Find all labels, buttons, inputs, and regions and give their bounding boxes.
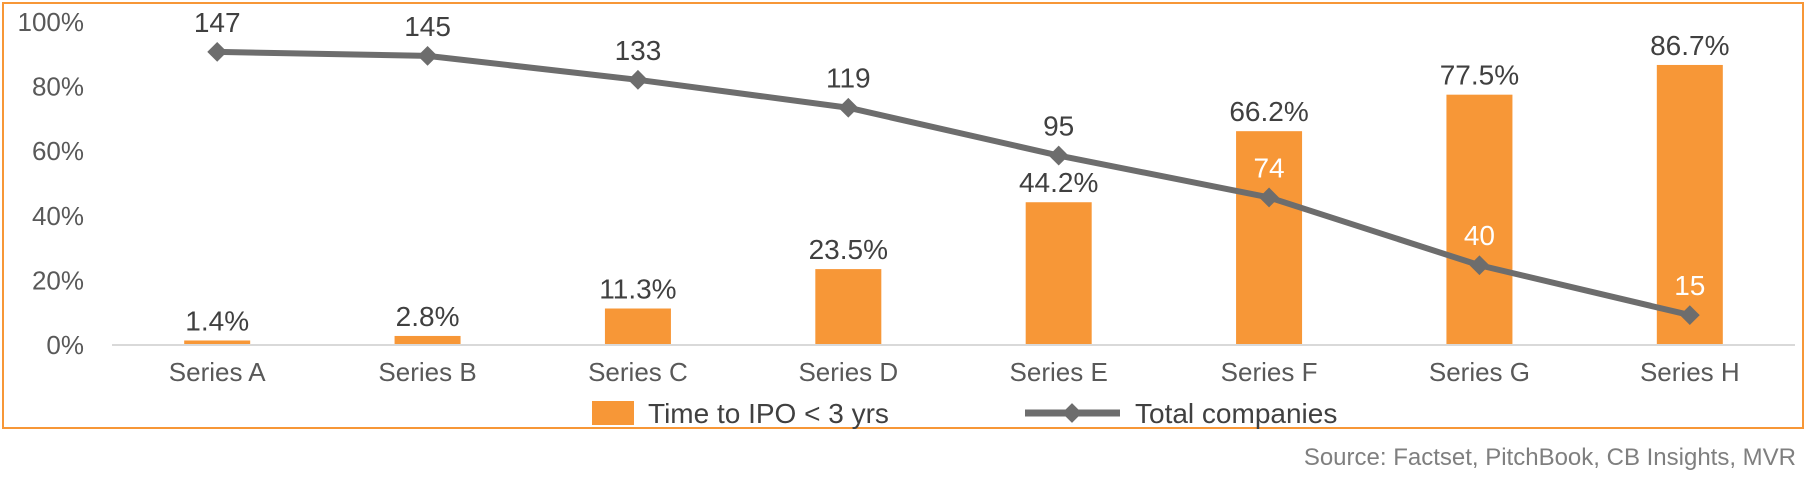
bar-data-label: 77.5% [1440, 60, 1519, 91]
bar [1236, 131, 1303, 345]
source-note: Source: Factset, PitchBook, CB Insights,… [1304, 444, 1796, 471]
bar-data-label: 44.2% [1019, 167, 1098, 198]
bar [604, 308, 671, 345]
bar-data-label: 86.7% [1650, 30, 1729, 61]
bar-data-label: 2.8% [396, 301, 460, 332]
y-tick-label: 40% [32, 201, 84, 231]
legend-label-time-to-ipo: Time to IPO < 3 yrs [648, 398, 889, 429]
line-data-label: 95 [1043, 111, 1074, 142]
bar-data-label: 23.5% [809, 234, 888, 265]
x-tick-label: Series F [1221, 357, 1318, 387]
y-tick-label: 60% [32, 136, 84, 166]
legend-swatch-time-to-ipo [592, 401, 634, 425]
x-tick-label: Series D [798, 357, 898, 387]
x-axis: Series A Series B Series C Series D Series E… [112, 344, 1795, 387]
line-data-label: 74 [1253, 152, 1284, 183]
x-tick-label: Series A [169, 357, 266, 387]
line-data-label: 133 [615, 35, 662, 66]
y-tick-label: 100% [18, 7, 85, 37]
line-data-label: 119 [826, 63, 871, 94]
line-marker [1469, 255, 1490, 276]
line-data-label: 15 [1674, 270, 1705, 301]
line-marker [417, 45, 438, 66]
bar-data-label: 66.2% [1229, 96, 1308, 127]
bar [394, 335, 461, 345]
legend: Time to IPO < 3 yrs Total companies [592, 398, 1337, 429]
line-marker [1259, 187, 1279, 208]
bar [815, 269, 882, 345]
x-tick-label: Series C [588, 357, 688, 387]
bar [184, 340, 251, 345]
line-marker [628, 69, 648, 90]
x-tick-label: Series G [1429, 357, 1530, 387]
line-marker [1048, 145, 1069, 166]
bar [1025, 202, 1092, 345]
bar-labels: 1.4% 2.8% 11.3% 23.5% 44.2% 66.2% 77.5% 86.7% [185, 30, 1729, 337]
bar-data-label: 11.3% [599, 274, 676, 305]
x-tick-label: Series H [1640, 357, 1740, 387]
legend-marker-total-companies [1062, 403, 1082, 423]
chart-frame [2, 2, 1804, 429]
y-tick-label: 0% [46, 330, 84, 360]
y-axis: 0% 20% 40% 60% 80% 100% [18, 7, 85, 360]
line-data-label: 40 [1464, 220, 1495, 251]
legend-label-total-companies: Total companies [1135, 398, 1337, 429]
y-tick-label: 20% [32, 265, 84, 295]
bar [1446, 94, 1513, 345]
bar-series [184, 64, 1723, 346]
total-companies-line [217, 48, 1691, 319]
x-tick-label: Series E [1010, 357, 1108, 387]
line-data-label: 145 [404, 11, 451, 42]
x-tick-label: Series B [378, 357, 476, 387]
line-marker [1679, 305, 1700, 325]
bar [1656, 64, 1723, 346]
line-marker [838, 97, 859, 118]
y-tick-label: 80% [32, 72, 84, 102]
line-data-label: 147 [194, 7, 241, 38]
bar-data-label: 1.4% [185, 305, 249, 336]
line-marker [207, 42, 228, 62]
